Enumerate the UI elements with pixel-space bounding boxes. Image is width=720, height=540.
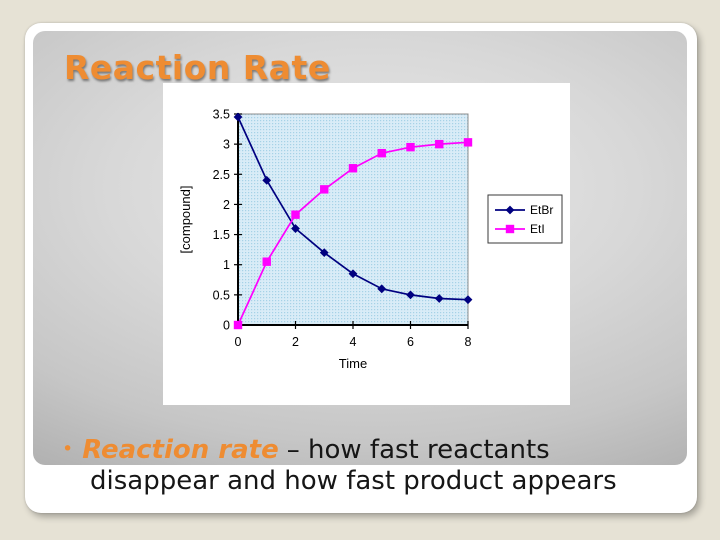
svg-text:3.5: 3.5 xyxy=(213,108,230,122)
svg-text:1: 1 xyxy=(223,258,230,272)
reaction-chart-svg: 0 0.5 1 1.5 2 2.5 3 3.5 0 2 4 6 8 Time [compound] EtBr E… xyxy=(178,108,563,371)
bullet-list: • Reaction rate – how fast reactants disap… xyxy=(62,434,678,497)
svg-text:0: 0 xyxy=(223,319,230,333)
svg-text:2: 2 xyxy=(292,335,299,349)
svg-text:6: 6 xyxy=(407,335,414,349)
reaction-chart: 0 0.5 1 1.5 2 2.5 3 3.5 0 2 4 6 8 Time [compound] EtBr E… xyxy=(163,83,570,405)
bullet-text-line2: disappear and how fast product appears xyxy=(90,466,617,496)
svg-text:[compound]: [compound] xyxy=(178,186,193,254)
svg-text:3: 3 xyxy=(223,138,230,152)
bullet-text-line1: – how fast reactants xyxy=(286,435,550,465)
svg-text:2: 2 xyxy=(223,198,230,212)
svg-text:Time: Time xyxy=(339,356,367,371)
svg-text:0.5: 0.5 xyxy=(213,288,230,302)
svg-text:EtBr: EtBr xyxy=(530,203,553,217)
svg-text:8: 8 xyxy=(465,335,472,349)
bullet-icon: • xyxy=(62,438,74,460)
svg-text:0: 0 xyxy=(235,335,242,349)
svg-text:1.5: 1.5 xyxy=(213,228,230,242)
svg-text:4: 4 xyxy=(350,335,357,349)
svg-text:EtI: EtI xyxy=(530,222,545,236)
svg-text:2.5: 2.5 xyxy=(213,168,230,182)
slide-title: Reaction Rate xyxy=(64,48,331,88)
bullet-item-line1: • Reaction rate – how fast reactants xyxy=(62,434,678,466)
bullet-term: Reaction rate xyxy=(82,435,279,465)
